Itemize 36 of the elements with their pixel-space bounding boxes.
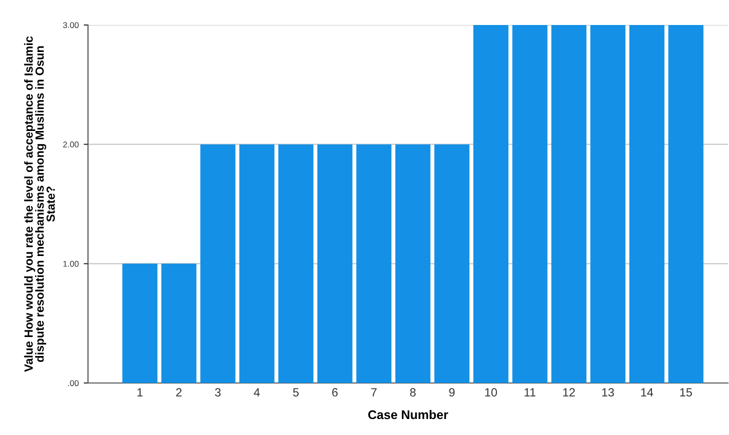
bar	[395, 144, 430, 383]
bar	[551, 25, 586, 383]
x-tick-label: 3	[215, 388, 221, 397]
x-tick-label: 11	[524, 388, 536, 396]
x-tick-label: 15	[680, 388, 692, 397]
x-tick-label: 5	[293, 388, 299, 397]
x-tick-label: 12	[563, 388, 575, 396]
y-tick-label: 2.00	[63, 142, 79, 148]
bar	[512, 25, 548, 383]
x-axis-title: Case Number	[368, 410, 448, 420]
y-tick-label: 1.00	[63, 260, 79, 267]
bar	[200, 144, 236, 383]
x-tick-label: 6	[332, 388, 338, 397]
x-tick-label: 8	[410, 388, 416, 397]
y-tick-label: 3.00	[63, 22, 79, 28]
x-tick-label: 1	[137, 388, 143, 396]
bar	[161, 264, 196, 383]
x-tick-label: 10	[485, 388, 497, 397]
bar	[317, 144, 352, 383]
bar	[278, 144, 314, 383]
x-tick-label: 2	[176, 388, 182, 396]
bar	[590, 25, 626, 383]
bar	[434, 144, 470, 383]
y-tick-label: .00	[68, 380, 79, 386]
bar	[239, 144, 274, 383]
x-tick-label: 7	[371, 388, 377, 396]
x-tick-label: 4	[254, 388, 260, 396]
bar	[122, 264, 158, 383]
x-tick-label: 13	[602, 388, 614, 397]
bar	[668, 25, 704, 383]
bar	[629, 25, 664, 383]
y-axis-title: Value How would you rate the level of acceptance of Islamic dispute resolution mechanisms among Muslims in Osun State?	[24, 36, 55, 372]
bar	[473, 25, 508, 383]
x-tick-label: 14	[641, 388, 654, 396]
bar	[356, 144, 392, 383]
x-tick-label: 9	[449, 388, 455, 397]
